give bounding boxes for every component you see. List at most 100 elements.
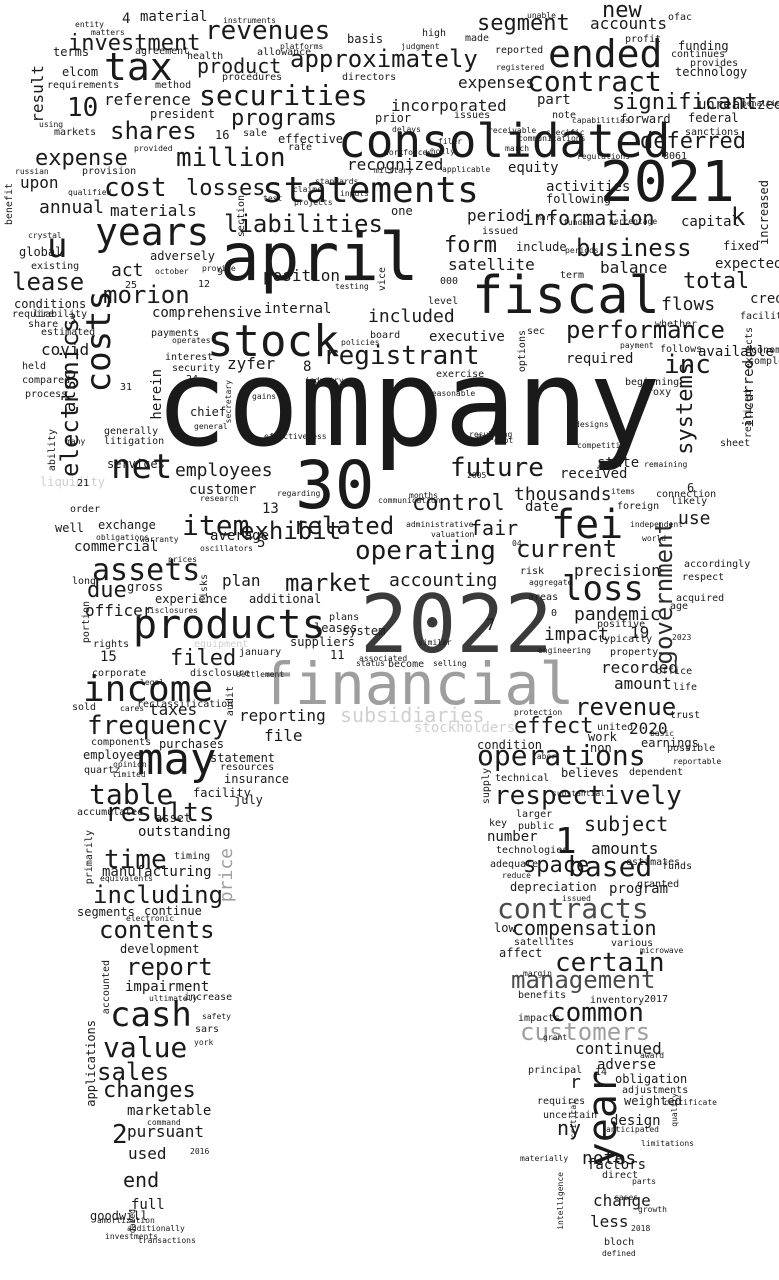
word-end: end — [123, 1168, 160, 1192]
word-depreciation: depreciation — [510, 880, 597, 894]
word-technology: technology — [675, 65, 748, 79]
word-continued: continued — [575, 1039, 662, 1058]
word-dependent: dependent — [629, 767, 684, 778]
word-file: file — [264, 726, 303, 745]
word-contract: contract — [527, 65, 662, 98]
word-used: used — [128, 1144, 167, 1163]
word-customers: customers — [520, 1018, 651, 1046]
word-customer: customer — [189, 482, 257, 498]
word-years: years — [95, 210, 210, 254]
word-securities: securities — [199, 79, 368, 112]
word-revenue: revenue — [575, 693, 677, 721]
word-r: r — [570, 1072, 581, 1093]
word-shares: shares — [110, 117, 197, 145]
word-current: current — [516, 535, 618, 563]
word-limited: limited — [112, 770, 146, 779]
word-timing: timing — [174, 851, 211, 862]
word-portion: portion — [81, 601, 92, 644]
word-litigation: litigation — [104, 436, 165, 447]
word-activities: activities — [546, 179, 631, 195]
word-3: 3 — [68, 312, 77, 328]
word-accumulated: accumulated — [77, 807, 144, 818]
word-allowance: allowance — [257, 47, 312, 58]
word-officer: officer — [85, 601, 153, 620]
word-similar: similar — [418, 638, 452, 647]
word-conditions: conditions — [14, 297, 87, 311]
word-number: number — [487, 829, 538, 845]
word-intelligence: intelligence — [556, 1172, 565, 1230]
word-impacts: impacts — [518, 1013, 561, 1024]
word-goodwill: goodwill — [90, 1209, 148, 1223]
word-long: long — [72, 576, 97, 587]
word-required: required — [566, 351, 634, 367]
word-benefits: benefits — [518, 990, 567, 1001]
word-military: military — [374, 166, 413, 175]
word-existing: existing — [31, 261, 80, 272]
word-increased: increased — [757, 180, 771, 246]
word-received: received — [560, 466, 628, 482]
word-system: system — [342, 624, 386, 638]
word-facilities: facilities — [740, 311, 779, 322]
word-growth: growth — [638, 1205, 667, 1214]
word-basic: basic — [650, 729, 675, 738]
word-various: various — [611, 938, 654, 949]
word-earnings: earnings — [641, 736, 699, 750]
word-contents: contents — [99, 916, 215, 944]
word-protection: protection — [514, 708, 563, 717]
word-reasonable: reasonable — [427, 389, 476, 398]
word-amounts: amounts — [591, 839, 659, 858]
word-report: report — [126, 953, 213, 981]
word-unrealized: unrealized — [698, 97, 779, 113]
word-part: part — [537, 92, 571, 108]
word-note: note — [552, 110, 577, 121]
word-ended: ended — [548, 32, 663, 76]
word-related: related — [293, 512, 395, 540]
word-incorporated: incorporated — [391, 96, 507, 115]
word-2022: 2022 — [360, 578, 553, 671]
word-taxes: taxes — [149, 700, 198, 719]
word-cost: cost — [104, 173, 167, 203]
word-sale: sale — [243, 128, 268, 139]
word-25: 25 — [125, 280, 138, 291]
word-legal: legal — [140, 678, 165, 687]
word-investment: investment — [68, 31, 201, 56]
word-liabilities: liabilities — [224, 210, 383, 238]
word-stockholders: stockholders — [414, 720, 516, 736]
word-sec: sec — [527, 326, 546, 337]
word-respectively: respectively — [494, 781, 682, 811]
word-judgment: judgment — [401, 42, 440, 51]
word-risks: risks — [199, 574, 210, 605]
word-term: term — [560, 270, 585, 281]
word-typically: typically — [598, 634, 653, 645]
word-inputs: inputs — [340, 189, 369, 198]
word-materials: materials — [110, 201, 197, 220]
word-security: security — [172, 363, 221, 374]
word-statement: statement — [210, 751, 276, 765]
word-risk: risk — [520, 566, 545, 577]
word-issued: issued — [482, 226, 519, 237]
word-made: made — [465, 33, 490, 44]
word-sheet: sheet — [720, 438, 751, 449]
word-income: income — [83, 669, 214, 710]
word-defined: defined — [602, 1249, 636, 1258]
word-president: president — [150, 107, 216, 121]
word-prior: prior — [375, 111, 412, 125]
word-accordingly: accordingly — [684, 559, 751, 570]
word-000: 000 — [440, 276, 459, 287]
word-regulations: regulations — [577, 152, 630, 161]
word-2: 2 — [112, 1120, 128, 1150]
word-health: health — [187, 51, 224, 62]
word-require: require — [12, 309, 55, 320]
word-provides: provides — [690, 58, 739, 69]
word-frequency: frequency — [87, 711, 228, 741]
word-provide: provide — [202, 264, 236, 273]
word-information: information — [522, 206, 655, 230]
word-wholly: wholly — [426, 147, 455, 156]
word-operates: operates — [172, 336, 211, 345]
word-sanctions: sanctions — [685, 127, 740, 138]
word-covid: covid — [41, 340, 90, 359]
word-russian: russian — [15, 167, 49, 176]
word-16: 16 — [215, 128, 230, 142]
word-significant: significant — [612, 90, 758, 115]
